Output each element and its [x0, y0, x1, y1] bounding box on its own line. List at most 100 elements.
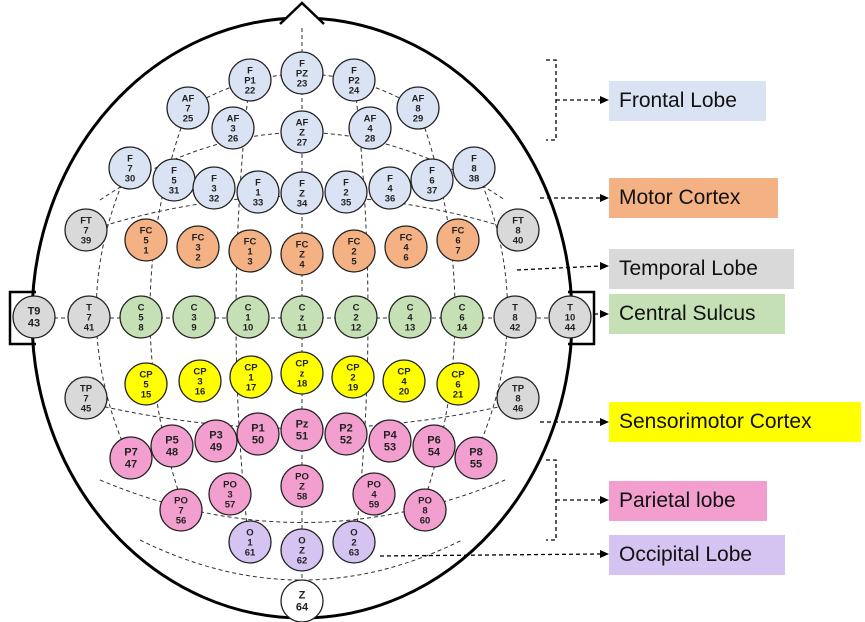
electrode-label: AF: [364, 114, 377, 125]
electrode-label: 6: [455, 236, 460, 247]
electrode-label: 4: [401, 377, 407, 388]
electrode-label: T: [512, 303, 518, 314]
electrode-label: F: [343, 178, 349, 189]
electrode-number: 2: [195, 253, 200, 264]
electrode-number: 58: [297, 492, 308, 503]
electrode-number: 39: [81, 236, 92, 247]
right-ear: [568, 290, 596, 346]
electrode-number: 30: [125, 174, 136, 185]
electrode-label: FC: [192, 233, 205, 244]
electrode-label: 8: [515, 394, 520, 405]
electrode-number: 31: [169, 186, 180, 197]
electrode-circle: [352, 472, 396, 516]
electrode-number: 7: [455, 246, 460, 257]
electrode-circle: [166, 86, 210, 130]
electrode-number: 28: [365, 134, 376, 145]
electrode-label: C: [459, 303, 466, 314]
electrode-label: FC: [244, 237, 257, 248]
electrode-label: Z: [299, 546, 305, 557]
electrode-number: 14: [457, 323, 468, 334]
electrode-label: 2: [351, 247, 356, 258]
electrode-label: 10: [565, 313, 576, 324]
electrode-label: O: [350, 528, 357, 539]
electrode-label: PO: [223, 480, 237, 491]
electrode-number: 40: [513, 236, 524, 247]
electrode-label: F: [127, 154, 133, 165]
electrode-label: PO: [367, 480, 381, 491]
pointer-lines: [379, 197, 601, 557]
electrode-label: P1: [244, 76, 256, 87]
electrode-number: 53: [384, 442, 396, 454]
electrode-label: F: [171, 166, 177, 177]
electrode-number: 25: [183, 114, 194, 125]
electrode-label: C: [138, 303, 145, 314]
electrode-number: 61: [245, 548, 256, 559]
electrode-number: 38: [469, 174, 480, 185]
electrode-label: Pz: [296, 419, 309, 431]
electrode-label: F: [387, 174, 393, 185]
electrode-number: 50: [252, 435, 264, 447]
electrode-label: 8: [415, 104, 420, 115]
electrode-number: 8: [138, 323, 143, 334]
electrode-label: PO: [295, 472, 309, 483]
electrode-number: 63: [349, 548, 360, 559]
electrode-circle: [324, 412, 368, 456]
electrode-label: AF: [296, 118, 309, 129]
electrode-label: TP: [512, 384, 525, 395]
electrode-circle: [332, 520, 376, 564]
electrode-circle: [178, 359, 222, 403]
electrode-circle: [384, 225, 428, 269]
electrode-number: 19: [348, 383, 359, 394]
electrode-label: 2: [351, 538, 356, 549]
electrode-number: 59: [369, 500, 380, 511]
electrode-label: F: [299, 179, 305, 190]
electrode-label: 3: [211, 184, 216, 195]
electrode-label: CP: [451, 370, 465, 381]
electrode-circle: [67, 295, 111, 339]
electrode-number: 32: [209, 194, 220, 205]
electrode-number: 64: [296, 602, 309, 614]
electrode-number: 9: [191, 323, 196, 334]
electrode-label: 6: [459, 313, 464, 324]
label-parietal-lobe: Parietal lobe: [609, 481, 767, 521]
electrode-label: P6: [427, 435, 440, 447]
electrode-label: C: [353, 303, 360, 314]
electrode-label: FT: [80, 216, 92, 227]
frontal-bracket: [546, 59, 600, 141]
electrode-label: 7: [83, 226, 88, 237]
electrode-number: 23: [297, 79, 308, 90]
electrode-label: O: [246, 528, 253, 539]
electrode-circle: [109, 436, 153, 480]
electrode-circle: [452, 146, 496, 190]
label-central-sulcus: Central Sulcus: [609, 294, 785, 334]
electrode-circle: [280, 51, 324, 95]
electrode-number: 20: [399, 387, 410, 398]
electrode-circle: [548, 295, 592, 339]
electrode-number: 13: [405, 323, 416, 334]
electrode-label: P4: [383, 430, 397, 442]
electrode-circle: [280, 110, 324, 154]
electrode-number: 47: [125, 459, 137, 471]
electrode-number: 44: [565, 323, 576, 334]
